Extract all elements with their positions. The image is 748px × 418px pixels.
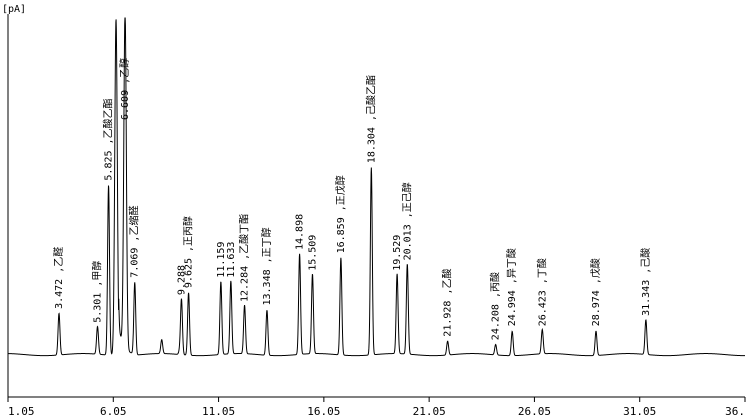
chromatogram-trace bbox=[7, 17, 745, 357]
peak-label: 28.974 ,戊酸 bbox=[589, 258, 602, 326]
y-axis-unit-label: [pA] bbox=[2, 4, 26, 15]
x-tick-label: 11.05 bbox=[202, 405, 235, 418]
peak-label: 13.348 ,正丁醇 bbox=[260, 227, 273, 305]
peak-label: 12.284 ,乙酸丁酯 bbox=[238, 214, 251, 302]
peak-label: 16.859 ,正戊醇 bbox=[334, 175, 347, 253]
peak-label: 7.069 ,乙缩醛 bbox=[128, 206, 141, 278]
peak-label: 31.343 ,己酸 bbox=[639, 248, 652, 316]
x-tick-label: 6.05 bbox=[100, 405, 127, 418]
x-tick-label: 36. bbox=[725, 405, 745, 418]
peak-label: 26.423 ,丁酸 bbox=[535, 258, 548, 326]
peak-label: 18.304 ,己酸乙酯 bbox=[364, 75, 377, 163]
axes: [pA] bbox=[2, 4, 745, 398]
peak-label: 19.529 bbox=[392, 235, 403, 271]
x-axis-ticks: 1.05 6.05 11.05 16.05 21.05 26.05 31.05 36. bbox=[7, 397, 746, 418]
peak-label: 5.825 ,乙酸乙酯 bbox=[102, 98, 115, 180]
peak-label: 6.609 ,乙醇 bbox=[118, 58, 131, 120]
peak-label: 14.898 bbox=[295, 214, 306, 250]
x-tick-label: 1.05 bbox=[8, 405, 35, 418]
x-tick-label: 21.05 bbox=[413, 405, 446, 418]
x-tick-label: 16.05 bbox=[307, 405, 340, 418]
x-tick-label: 26.05 bbox=[518, 405, 551, 418]
peak-label: 11.159 bbox=[216, 242, 227, 278]
peak-label: 11.633 bbox=[226, 242, 237, 278]
peak-label: 5.301 ,甲醇 bbox=[91, 261, 104, 323]
peak-label: 24.994 ,异丁酸 bbox=[505, 248, 518, 326]
peak-label: 21.928 ,乙酸 bbox=[441, 269, 454, 337]
x-tick-label: 31.05 bbox=[623, 405, 656, 418]
peak-label: 9.625 ,正丙醇 bbox=[182, 216, 195, 288]
peak-label: 9.288 bbox=[177, 265, 188, 295]
peak-label: 15.509 bbox=[308, 235, 319, 271]
peak-label: 20.013 ,正己醇 bbox=[400, 182, 413, 260]
peak-label: 24.208 ,丙酸 bbox=[489, 272, 502, 340]
peak-label: 3.472 ,乙醛 bbox=[52, 247, 65, 309]
